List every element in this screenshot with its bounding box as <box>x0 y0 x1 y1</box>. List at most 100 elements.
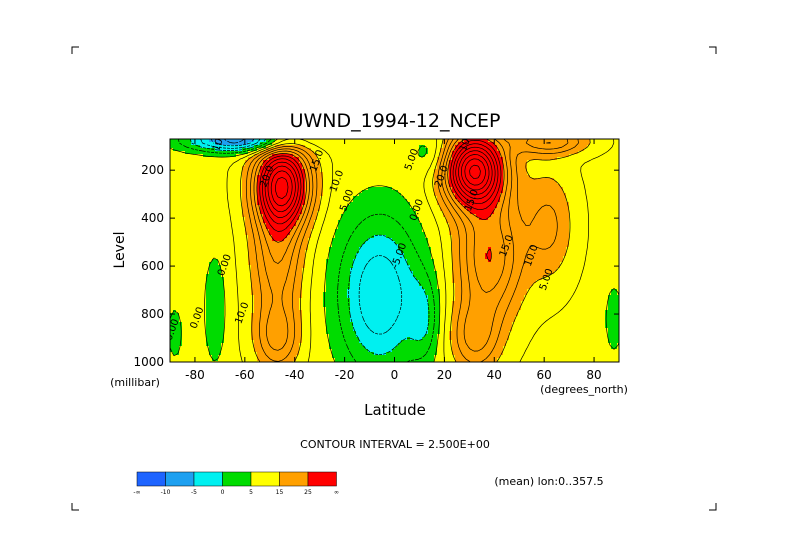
field-cell <box>287 148 291 152</box>
field-cell <box>362 235 366 239</box>
field-cell <box>401 199 405 203</box>
field-cell <box>182 175 186 179</box>
field-cell <box>332 181 336 185</box>
field-cell <box>392 202 396 206</box>
field-cell <box>584 199 588 203</box>
field-cell <box>236 199 240 203</box>
field-cell <box>401 211 405 215</box>
field-cell <box>413 205 417 209</box>
field-cell <box>518 226 522 230</box>
field-cell <box>581 220 585 224</box>
field-cell <box>383 232 387 236</box>
field-cell <box>611 157 615 161</box>
field-cell <box>536 199 540 203</box>
field-cell <box>605 160 609 164</box>
field-cell <box>242 235 246 239</box>
field-cell <box>263 169 267 173</box>
field-cell <box>392 169 396 173</box>
field-cell <box>227 208 231 212</box>
field-cell <box>278 208 282 212</box>
field-cell <box>224 211 228 215</box>
field-cell <box>260 193 264 197</box>
field-cell <box>215 193 219 197</box>
field-cell <box>218 214 222 218</box>
field-cell <box>266 169 270 173</box>
field-cell <box>590 229 594 233</box>
field-cell <box>599 235 603 239</box>
field-cell <box>503 145 507 149</box>
field-cell <box>434 139 438 143</box>
field-cell <box>290 148 294 152</box>
field-cell <box>599 226 603 230</box>
field-cell <box>407 205 411 209</box>
field-cell <box>575 157 579 161</box>
field-cell <box>245 148 249 152</box>
field-cell <box>383 163 387 167</box>
field-cell <box>434 157 438 161</box>
field-cell <box>605 145 609 149</box>
field-cell <box>527 163 531 167</box>
field-cell <box>227 166 231 170</box>
field-cell <box>239 145 243 149</box>
field-cell <box>560 163 564 167</box>
field-cell <box>206 229 210 233</box>
field-cell <box>566 232 570 236</box>
field-cell <box>314 208 318 212</box>
field-cell <box>194 238 198 242</box>
field-cell <box>590 208 594 212</box>
field-cell <box>380 202 384 206</box>
field-cell <box>224 163 228 167</box>
field-cell <box>170 178 174 182</box>
field-cell <box>584 178 588 182</box>
field-cell <box>539 217 543 221</box>
field-cell <box>512 175 516 179</box>
field-cell <box>296 238 300 242</box>
field-cell <box>548 178 552 182</box>
field-cell <box>332 226 336 230</box>
field-cell <box>365 172 369 176</box>
field-cell <box>320 139 324 143</box>
field-cell <box>212 172 216 176</box>
field-cell <box>551 196 555 200</box>
field-cell <box>251 220 255 224</box>
field-cell <box>278 178 282 182</box>
field-cell <box>293 172 297 176</box>
field-cell <box>329 232 333 236</box>
field-cell <box>404 205 408 209</box>
field-cell <box>173 181 177 185</box>
field-cell <box>440 181 444 185</box>
field-cell <box>431 148 435 152</box>
field-cell <box>278 151 282 155</box>
field-cell <box>257 151 261 155</box>
field-cell <box>614 181 618 185</box>
field-cell <box>566 151 570 155</box>
field-cell <box>602 193 606 197</box>
field-cell <box>374 199 378 203</box>
field-cell <box>428 163 432 167</box>
field-cell <box>383 187 387 191</box>
field-cell <box>209 145 213 149</box>
field-cell <box>455 202 459 206</box>
field-cell <box>551 211 555 215</box>
field-cell <box>467 148 471 152</box>
field-cell <box>419 160 423 164</box>
field-cell <box>599 139 603 143</box>
field-cell <box>347 145 351 149</box>
field-cell <box>515 211 519 215</box>
field-cell <box>416 187 420 191</box>
field-cell <box>269 190 273 194</box>
field-cell <box>230 157 234 161</box>
field-cell <box>305 199 309 203</box>
field-cell <box>272 211 276 215</box>
field-cell <box>557 217 561 221</box>
field-cell <box>560 220 564 224</box>
field-cell <box>260 217 264 221</box>
field-cell <box>602 157 606 161</box>
field-cell <box>221 163 225 167</box>
field-cell <box>230 151 234 155</box>
field-cell <box>524 220 528 224</box>
field-cell <box>569 181 573 185</box>
field-cell <box>350 217 354 221</box>
field-cell <box>530 199 534 203</box>
field-cell <box>422 142 426 146</box>
